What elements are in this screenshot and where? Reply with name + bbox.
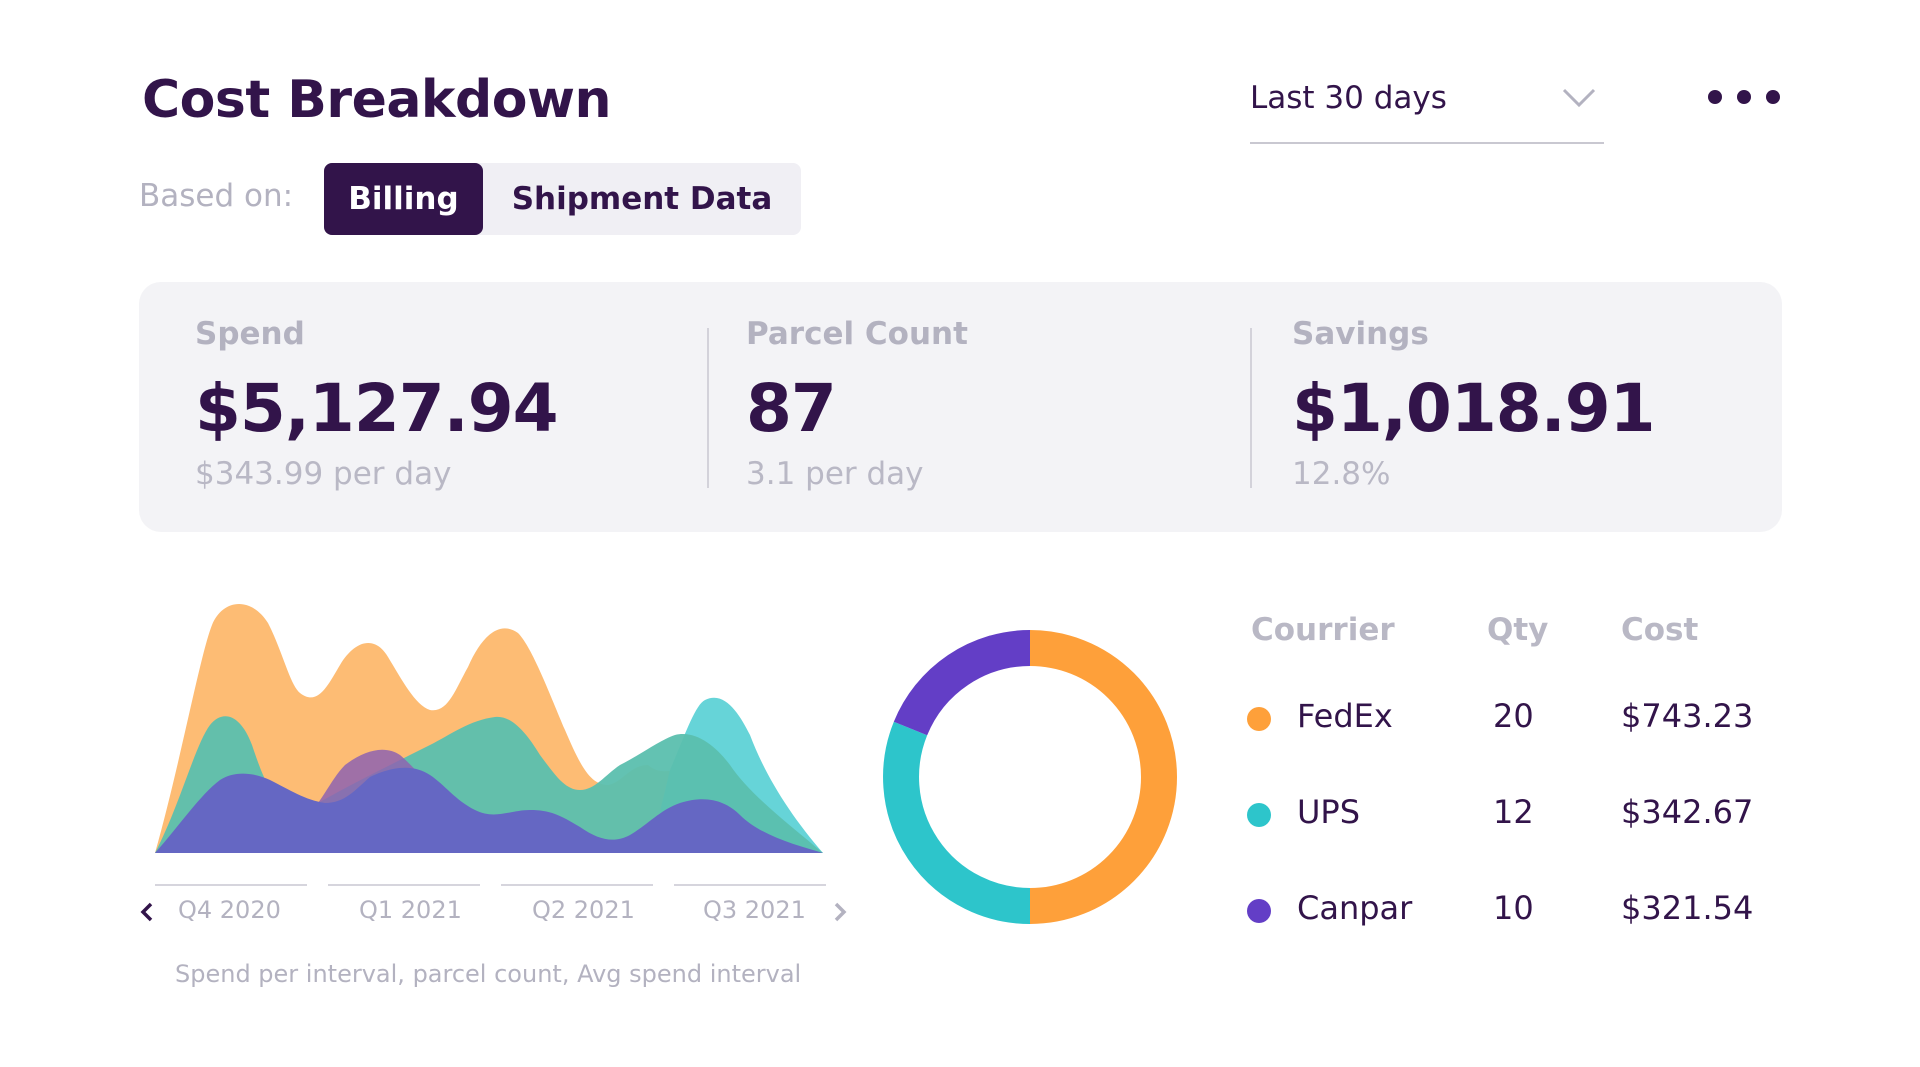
ups-color-dot <box>1247 803 1271 827</box>
x-axis-label: Q1 2021 <box>359 896 462 924</box>
based-on-label: Based on: <box>139 178 294 214</box>
courier-cost: $743.23 <box>1621 697 1754 735</box>
axis-segment <box>501 884 653 886</box>
ellipsis-dot-icon <box>1766 90 1780 104</box>
donut-segment-fedex <box>1029 630 1177 924</box>
area-chart <box>155 604 823 853</box>
stat-value: $5,127.94 <box>195 370 559 447</box>
chevron-right-icon[interactable] <box>830 900 850 924</box>
courier-name: Canpar <box>1297 889 1413 927</box>
date-range-value: Last 30 days <box>1250 80 1447 116</box>
chart-caption: Spend per interval, parcel count, Avg sp… <box>175 960 802 988</box>
axis-segment <box>674 884 826 886</box>
courier-cost: $342.67 <box>1621 793 1754 831</box>
canpar-color-dot <box>1247 899 1271 923</box>
column-header-cost: Cost <box>1621 612 1699 648</box>
chevron-left-icon[interactable] <box>137 900 157 924</box>
x-axis-label: Q3 2021 <box>703 896 806 924</box>
x-axis-label: Q4 2020 <box>178 896 281 924</box>
courier-name: UPS <box>1297 793 1361 831</box>
axis-segment <box>328 884 480 886</box>
donut-segment-ups <box>883 721 1031 924</box>
stat-label: Parcel Count <box>746 316 968 352</box>
stat-value: $1,018.91 <box>1292 370 1656 447</box>
stat-label: Savings <box>1292 316 1429 352</box>
stats-card: Spend $5,127.94 $343.99 per day Parcel C… <box>139 282 1782 532</box>
stat-value: 87 <box>746 370 837 447</box>
stat-divider <box>707 328 709 488</box>
data-source-toggle: Billing Shipment Data <box>324 163 801 235</box>
page-title: Cost Breakdown <box>142 70 612 130</box>
courier-qty: 20 <box>1493 697 1534 735</box>
stat-subtext: $343.99 per day <box>195 456 452 492</box>
stat-subtext: 12.8% <box>1292 456 1391 492</box>
donut-segment-canpar <box>893 630 1031 736</box>
more-options-button[interactable] <box>1708 84 1780 110</box>
toggle-billing[interactable]: Billing <box>324 163 483 235</box>
date-range-dropdown[interactable]: Last 30 days <box>1250 72 1604 144</box>
courier-name: FedEx <box>1297 697 1393 735</box>
courier-qty: 10 <box>1493 889 1534 927</box>
column-header-courier: Courrier <box>1251 612 1395 648</box>
donut-chart <box>883 630 1177 924</box>
courier-cost: $321.54 <box>1621 889 1754 927</box>
fedex-color-dot <box>1247 707 1271 731</box>
ellipsis-dot-icon <box>1737 90 1751 104</box>
x-axis-label: Q2 2021 <box>532 896 635 924</box>
area-avg-spend <box>155 767 823 853</box>
axis-segment <box>155 884 307 886</box>
stat-label: Spend <box>195 316 305 352</box>
stat-divider <box>1250 328 1252 488</box>
ellipsis-dot-icon <box>1708 90 1722 104</box>
chevron-down-icon <box>1562 88 1596 108</box>
toggle-shipment-data[interactable]: Shipment Data <box>511 181 773 217</box>
courier-qty: 12 <box>1493 793 1534 831</box>
stat-subtext: 3.1 per day <box>746 456 924 492</box>
column-header-qty: Qty <box>1487 612 1549 648</box>
